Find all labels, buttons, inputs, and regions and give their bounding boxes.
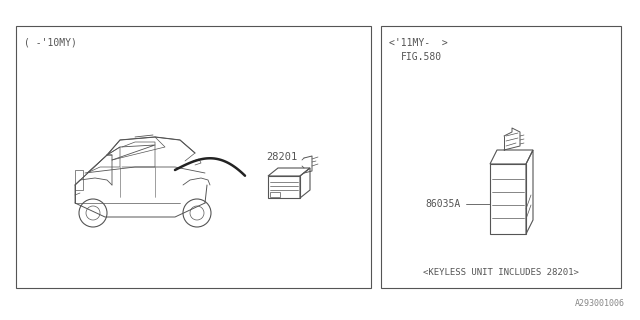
Text: A293001006: A293001006 xyxy=(575,299,625,308)
Text: 28201: 28201 xyxy=(266,152,297,162)
Bar xyxy=(270,192,280,197)
Text: <'11MY-  >: <'11MY- > xyxy=(388,38,447,48)
Text: 86035A: 86035A xyxy=(426,199,461,209)
Bar xyxy=(75,170,83,190)
Bar xyxy=(16,26,371,288)
Bar xyxy=(381,26,621,288)
Text: ( -'10MY): ( -'10MY) xyxy=(24,38,77,48)
Text: FIG.580: FIG.580 xyxy=(401,52,442,61)
Text: <KEYLESS UNIT INCLUDES 28201>: <KEYLESS UNIT INCLUDES 28201> xyxy=(423,268,579,277)
